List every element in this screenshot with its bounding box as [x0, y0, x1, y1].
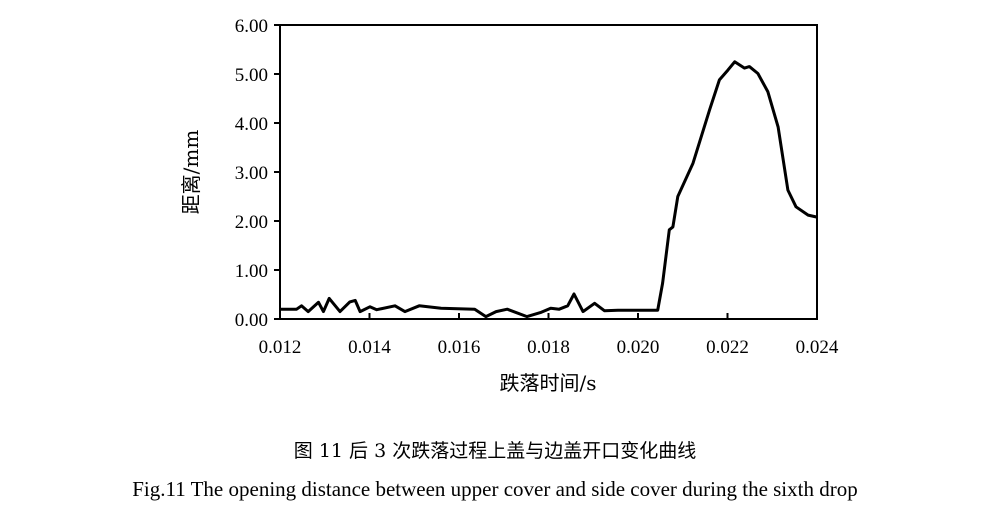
- caption-chinese: 图 11 后 3 次跌落过程上盖与边盖开口变化曲线: [293, 440, 697, 462]
- series-line: [280, 60, 818, 319]
- x-tick-label: 0.016: [438, 337, 481, 358]
- y-tick-label: 6.00: [235, 16, 268, 37]
- plot-frame: [279, 24, 818, 320]
- y-axis-title: 距离/mm: [179, 130, 203, 215]
- x-tick-label: 0.012: [259, 337, 302, 358]
- y-tick-label: 1.00: [235, 261, 268, 282]
- y-tick-label: 2.00: [235, 212, 268, 233]
- x-tick-label: 0.020: [617, 337, 660, 358]
- y-tick-label: 4.00: [235, 114, 268, 135]
- caption-english: Fig.11 The opening distance between uppe…: [132, 477, 858, 501]
- x-tick-label: 0.022: [706, 337, 749, 358]
- x-axis-title: 跌落时间/s: [499, 371, 596, 395]
- x-tick-label: 0.014: [348, 337, 391, 358]
- y-tick-label: 5.00: [235, 65, 268, 86]
- y-tick-label: 3.00: [235, 163, 268, 184]
- x-tick-label: 0.024: [796, 337, 839, 358]
- y-tick-label: 0.00: [235, 310, 268, 331]
- line-chart: 0.012 0.014 0.016 0.018 0.020 0.022 0.024 0.00…: [179, 16, 839, 395]
- x-tick-label: 0.018: [527, 337, 570, 358]
